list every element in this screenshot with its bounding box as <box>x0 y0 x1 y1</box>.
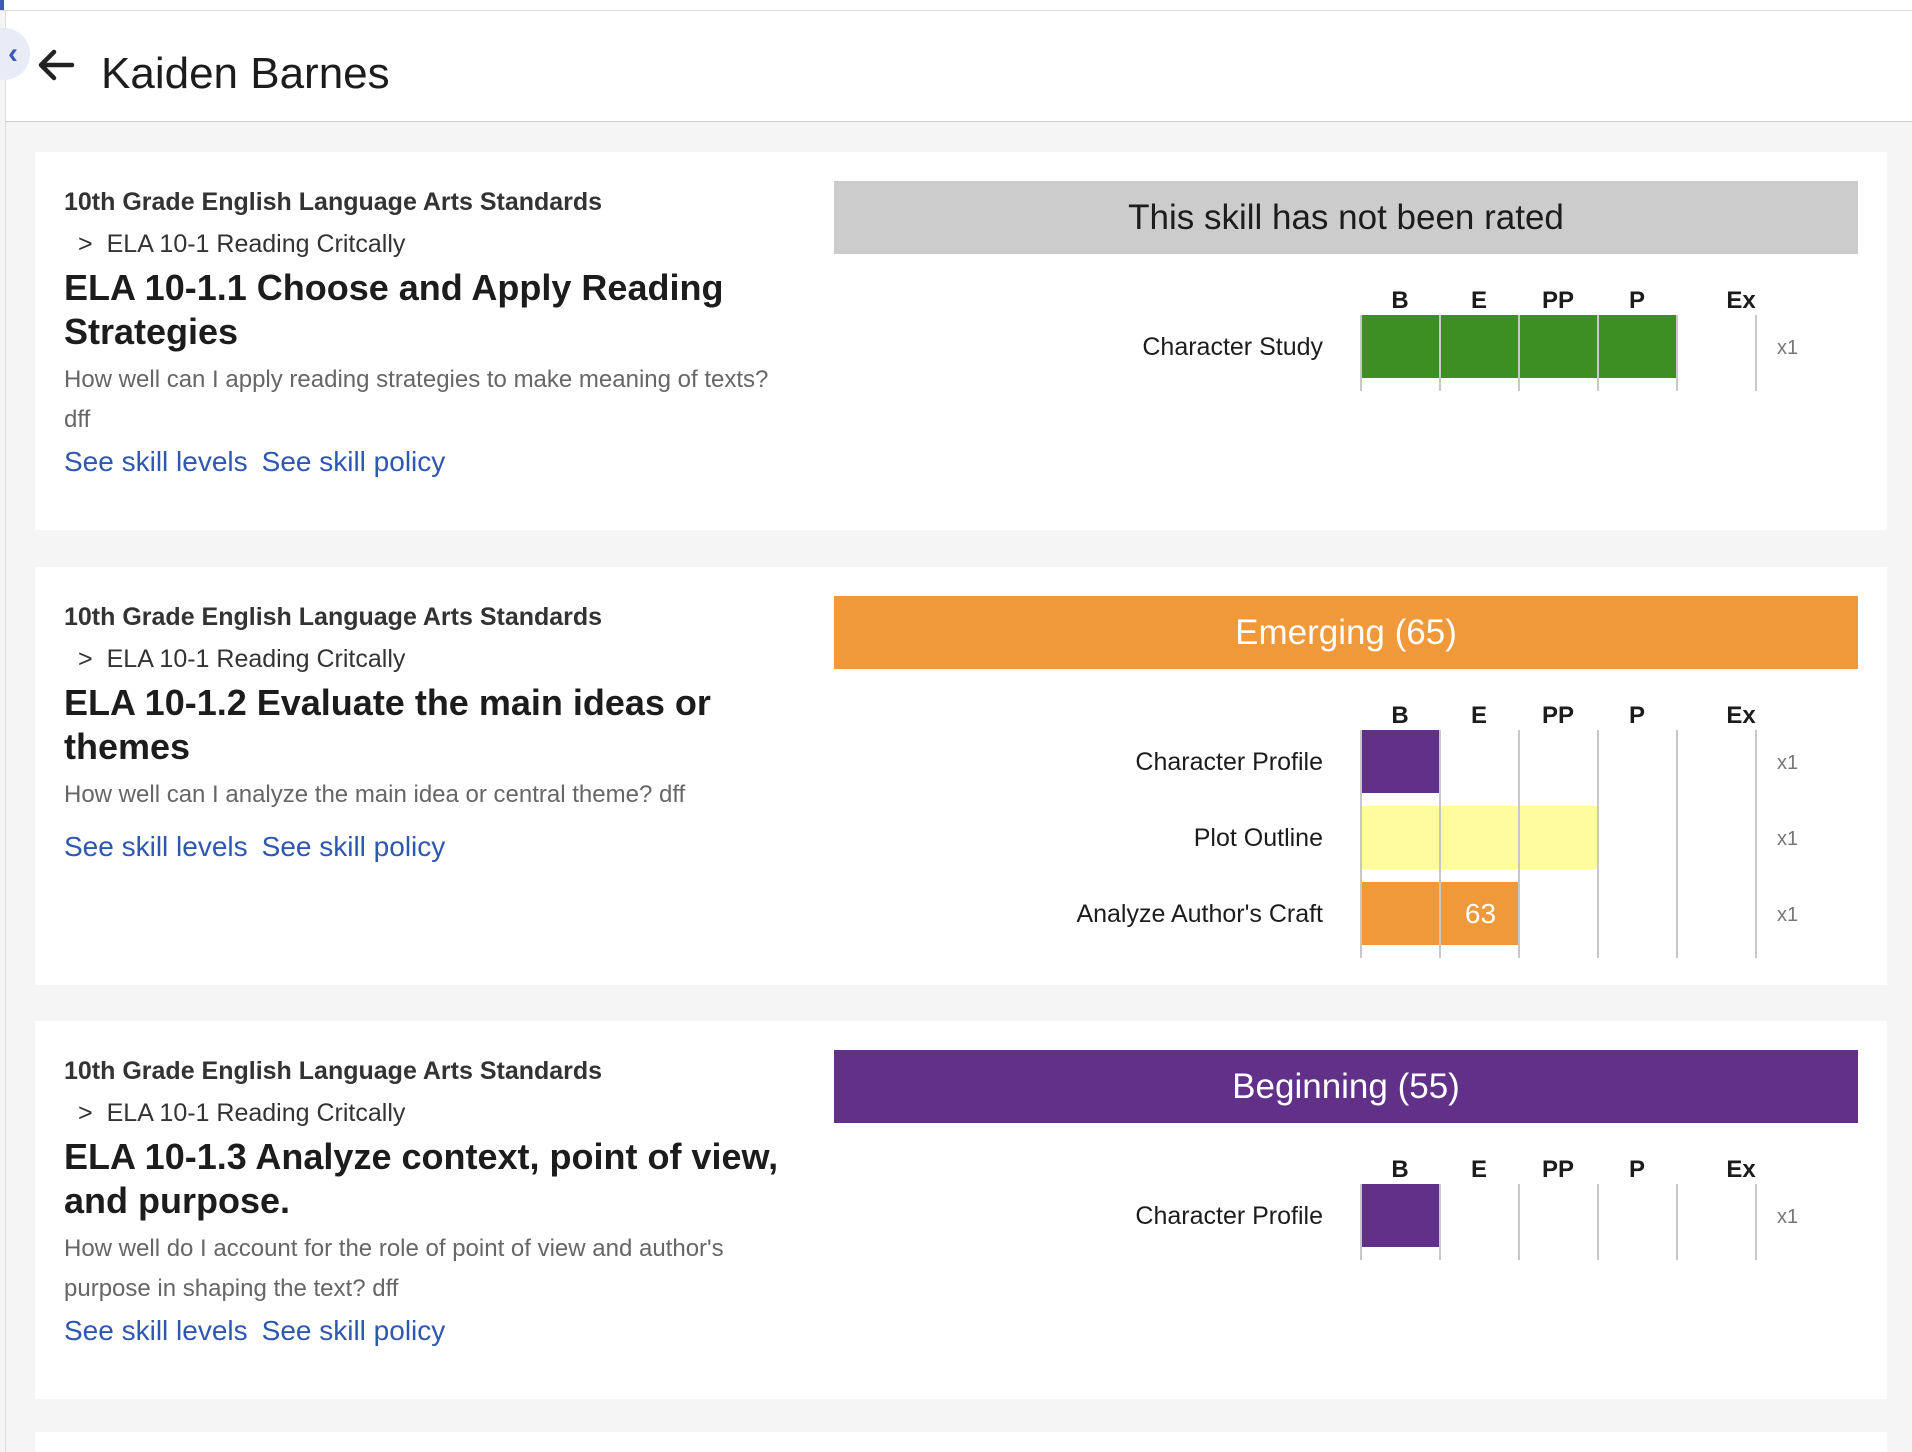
grid-line <box>1439 730 1441 958</box>
level-label-e: E <box>1470 287 1487 314</box>
chevron-right-icon: > <box>78 645 93 673</box>
skill-links: See skill levels See skill policy <box>64 1315 445 1347</box>
skill-description: How well can I apply reading strategies … <box>64 366 769 433</box>
skill-card-partial <box>35 1432 1887 1452</box>
level-label-b: B <box>1391 702 1409 729</box>
level-label-b: B <box>1391 287 1409 314</box>
see-skill-levels-link[interactable]: See skill levels <box>64 446 248 477</box>
grid-line <box>1439 315 1441 391</box>
level-label-p: P <box>1628 702 1645 729</box>
framework-name: 10th Grade English Language Arts Standar… <box>64 603 603 631</box>
assessment-name[interactable]: Character Profile <box>1135 748 1323 776</box>
grid-line <box>1597 1184 1599 1260</box>
grid-line <box>1518 730 1520 958</box>
see-skill-policy-link[interactable]: See skill policy <box>261 831 446 862</box>
assessment-grid <box>1360 1184 1760 1260</box>
grid-line <box>1518 1184 1520 1260</box>
assessment-weight: x1 <box>1777 752 1799 774</box>
skill-card: 10th Grade English Language Arts Standar… <box>35 152 1887 530</box>
arrow-left-icon[interactable] <box>32 41 80 89</box>
grid-line <box>1755 730 1757 958</box>
skill-title: ELA 10-1.3 Analyze context, point of vie… <box>64 1136 779 1221</box>
grid-line <box>1755 315 1757 391</box>
assessment-name[interactable]: Analyze Author's Craft <box>1076 900 1323 928</box>
skill-links: See skill levels See skill policy <box>64 831 445 863</box>
assessment-weight: x1 <box>1777 904 1799 926</box>
see-skill-policy-link[interactable]: See skill policy <box>261 446 446 477</box>
grid-line <box>1360 730 1362 958</box>
grid-line <box>1518 315 1520 391</box>
assessment-bar[interactable] <box>1362 1184 1441 1247</box>
chevron-right-icon: > <box>78 230 93 258</box>
top-border <box>0 0 1912 11</box>
assessment-score: 63 <box>1464 897 1497 929</box>
unit-name: ELA 10-1 Reading Critcally <box>106 230 406 258</box>
level-label-p: P <box>1628 1156 1645 1183</box>
assessment-name[interactable]: Plot Outline <box>1193 824 1323 852</box>
skill-title: ELA 10-1.1 Choose and Apply Reading Stra… <box>64 267 724 352</box>
grid-line <box>1360 1184 1362 1260</box>
assessment-bar[interactable] <box>1362 806 1599 869</box>
top-accent-mark <box>0 0 4 10</box>
assessment-weight: x1 <box>1777 1206 1799 1228</box>
level-label-e: E <box>1470 1156 1487 1183</box>
grid-line <box>1439 1184 1441 1260</box>
assessment-name[interactable]: Character Profile <box>1135 1202 1323 1230</box>
skill-description: How well can I analyze the main idea or … <box>64 781 686 808</box>
level-label-pp: PP <box>1541 287 1574 314</box>
skill-card: 10th Grade English Language Arts Standar… <box>35 1021 1887 1399</box>
skill-rating-banner: Emerging (65) <box>834 596 1858 669</box>
skill-description: How well do I account for the role of po… <box>64 1235 724 1302</box>
assessment-weight: x1 <box>1777 337 1799 359</box>
level-label-pp: PP <box>1541 702 1574 729</box>
assessment-grid: 63 <box>1360 730 1760 958</box>
see-skill-levels-link[interactable]: See skill levels <box>64 1315 248 1346</box>
skill-card: 10th Grade English Language Arts Standar… <box>35 567 1887 985</box>
left-border <box>5 10 6 1452</box>
chevron-right-icon: > <box>78 1099 93 1127</box>
unit-breadcrumb: > ELA 10-1 Reading Critcally <box>78 230 405 259</box>
assessment-bar[interactable] <box>1362 882 1520 945</box>
level-label-pp: PP <box>1541 1156 1574 1183</box>
level-label-ex: Ex <box>1726 702 1756 729</box>
grid-line <box>1676 730 1678 958</box>
unit-name: ELA 10-1 Reading Critcally <box>106 645 406 673</box>
grid-line <box>1676 1184 1678 1260</box>
skill-links: See skill levels See skill policy <box>64 446 445 478</box>
assessment-name[interactable]: Character Study <box>1142 333 1323 361</box>
skill-title: ELA 10-1.2 Evaluate the main ideas or th… <box>64 682 711 767</box>
assessment-weight: x1 <box>1777 828 1799 850</box>
framework-name: 10th Grade English Language Arts Standar… <box>64 188 603 216</box>
skill-rating-banner: Beginning (55) <box>834 1050 1858 1123</box>
level-label-ex: Ex <box>1726 1156 1756 1183</box>
grid-line <box>1755 1184 1757 1260</box>
grid-line <box>1676 315 1678 391</box>
see-skill-policy-link[interactable]: See skill policy <box>261 1315 446 1346</box>
level-label-e: E <box>1470 702 1487 729</box>
framework-name: 10th Grade English Language Arts Standar… <box>64 1057 603 1085</box>
unit-breadcrumb: > ELA 10-1 Reading Critcally <box>78 1099 405 1128</box>
assessment-grid <box>1360 315 1760 391</box>
page-header: Kaiden Barnes <box>6 11 1912 122</box>
see-skill-levels-link[interactable]: See skill levels <box>64 831 248 862</box>
level-label-p: P <box>1628 287 1645 314</box>
unit-name: ELA 10-1 Reading Critcally <box>106 1099 406 1127</box>
skill-rating-banner: This skill has not been rated <box>834 181 1858 254</box>
level-label-b: B <box>1391 1156 1409 1183</box>
assessment-bar[interactable] <box>1362 315 1678 378</box>
level-label-ex: Ex <box>1726 287 1756 314</box>
grid-line <box>1597 315 1599 391</box>
assessment-bar[interactable] <box>1362 730 1441 793</box>
grid-line <box>1360 315 1362 391</box>
unit-breadcrumb: > ELA 10-1 Reading Critcally <box>78 645 405 674</box>
grid-line <box>1597 730 1599 958</box>
page-title: Kaiden Barnes <box>101 49 390 98</box>
